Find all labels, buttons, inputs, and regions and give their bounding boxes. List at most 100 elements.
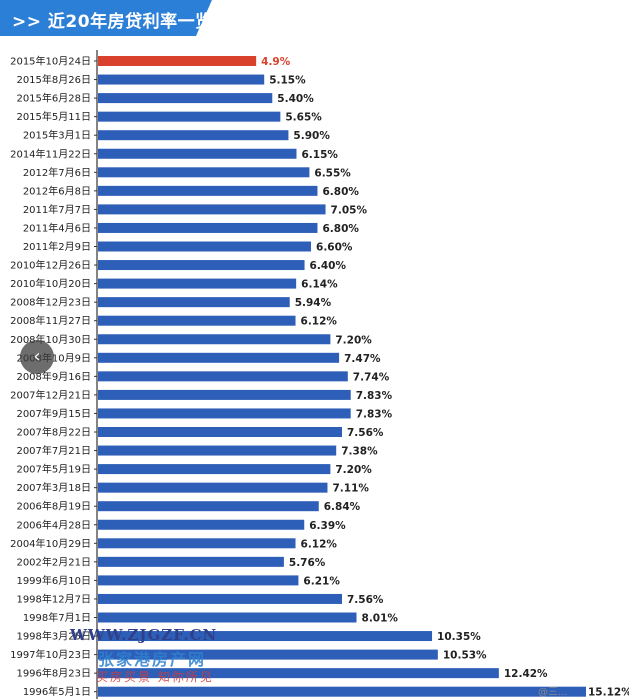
category-label: 2008年12月23日: [10, 296, 91, 309]
value-label: 6.84%: [324, 501, 361, 513]
bar: [98, 352, 340, 363]
category-label: 2015年8月26日: [16, 73, 91, 86]
category-label: 2006年4月28日: [16, 518, 91, 531]
value-label: 6.12%: [301, 316, 338, 328]
category-label: 2011年2月9日: [23, 240, 91, 253]
bar: [98, 167, 310, 178]
bar: [98, 222, 318, 233]
value-label: 5.76%: [289, 557, 326, 569]
category-label: 1998年7月1日: [23, 611, 91, 624]
bar: [98, 408, 351, 419]
category-label: 1997年10月23日: [10, 648, 91, 661]
value-label: 12.42%: [504, 668, 548, 680]
previous-arrow-icon[interactable]: ‹: [20, 340, 54, 374]
category-label: 1999年6月10日: [16, 574, 91, 587]
bar: [98, 260, 305, 271]
category-label: 2007年12月21日: [10, 388, 91, 401]
bar: [98, 111, 281, 122]
value-label: 15.12%: [588, 687, 629, 699]
category-label: 2010年10月20日: [10, 277, 91, 290]
value-label: 10.35%: [437, 631, 481, 643]
bar: [98, 204, 326, 215]
category-label: 2012年7月6日: [23, 166, 91, 179]
watermark-slogan: 买房买景 知你所见: [96, 670, 214, 684]
value-label: 7.74%: [353, 371, 390, 383]
category-label: 1998年3月25日: [16, 630, 91, 643]
value-label: 6.60%: [316, 242, 353, 254]
category-label: 2015年10月24日: [10, 55, 91, 68]
bar: [98, 297, 290, 308]
bar: [98, 519, 305, 530]
bar: [98, 334, 331, 345]
bar: [98, 389, 351, 400]
category-label: 2006年8月19日: [16, 500, 91, 513]
bar: [98, 631, 433, 642]
bar: [98, 278, 297, 289]
category-label: 2014年11月22日: [10, 147, 91, 160]
category-label: 2007年5月19日: [16, 463, 91, 476]
bar: [98, 427, 342, 437]
category-label: 2010年12月26日: [10, 259, 91, 272]
value-label: 6.39%: [309, 520, 346, 532]
bar: [98, 315, 296, 326]
value-label: 7.83%: [356, 408, 393, 420]
category-label: 1998年12月7日: [16, 592, 91, 605]
value-label: 7.05%: [331, 204, 368, 216]
bar: [98, 668, 499, 679]
value-label: 7.11%: [332, 483, 369, 495]
bar: [98, 538, 296, 549]
category-label: 2008年10月30日: [10, 333, 91, 346]
bar: [98, 612, 357, 623]
bar: [98, 56, 257, 66]
category-label: 2011年7月7日: [23, 203, 91, 216]
watermark-weibo: @三...: [538, 687, 568, 698]
value-label: 8.01%: [362, 613, 399, 625]
category-label: 2007年3月18日: [16, 481, 91, 494]
value-label: 4.9%: [261, 56, 291, 68]
value-label: 6.55%: [314, 167, 351, 179]
category-label: 2008年11月27日: [10, 314, 91, 327]
bar: [98, 148, 297, 159]
category-label: 2008年9月16日: [16, 370, 91, 383]
bar: [98, 482, 328, 493]
category-label: 2015年6月28日: [16, 92, 91, 105]
bar: [98, 686, 586, 697]
value-label: 7.83%: [356, 390, 393, 402]
bar: [98, 501, 319, 512]
bar: [98, 185, 318, 196]
bar: [98, 241, 312, 252]
category-label: 2002年2月21日: [16, 555, 91, 568]
value-label: 7.20%: [335, 334, 372, 346]
value-label: 7.47%: [344, 353, 381, 365]
value-label: 6.15%: [301, 149, 338, 161]
bar: [98, 93, 273, 104]
value-label: 7.20%: [335, 464, 372, 476]
value-label: 5.94%: [295, 297, 332, 309]
bar: [98, 130, 289, 141]
value-label: 5.90%: [293, 130, 330, 142]
category-label: 1996年8月23日: [16, 667, 91, 680]
value-label: 6.14%: [301, 279, 338, 291]
value-label: 5.15%: [269, 75, 306, 87]
bar: [98, 556, 284, 567]
bar: [98, 464, 331, 475]
bar: [98, 575, 299, 586]
value-label: 6.40%: [310, 260, 347, 272]
bar: [98, 371, 348, 382]
value-label: 7.56%: [347, 594, 384, 606]
category-label: 2015年3月1日: [23, 129, 91, 142]
value-label: 6.12%: [301, 538, 338, 550]
bar: [98, 74, 265, 85]
category-label: 2004年10月29日: [10, 537, 91, 550]
bar: [98, 445, 337, 456]
category-label: 2007年9月15日: [16, 407, 91, 420]
category-label: 2007年8月22日: [16, 426, 91, 439]
watermark-site-name: 张家港房产网: [98, 650, 207, 669]
value-label: 5.40%: [277, 93, 314, 105]
category-label: 2007年7月21日: [16, 444, 91, 457]
bar: [98, 593, 342, 604]
value-label: 7.56%: [347, 427, 384, 439]
category-label: 2011年4月6日: [23, 221, 91, 234]
value-label: 6.80%: [322, 223, 359, 235]
